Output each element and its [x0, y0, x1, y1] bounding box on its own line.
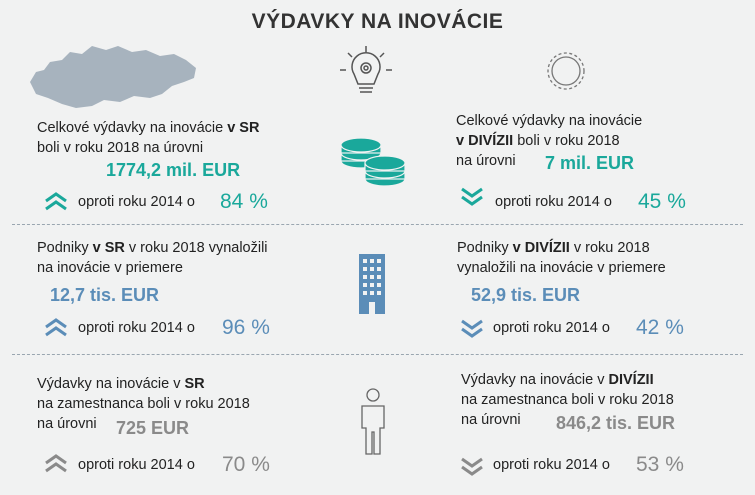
- row3-left-compare: oproti roku 2014 o: [78, 457, 195, 473]
- row2-left-percent: 96 %: [222, 316, 270, 339]
- gear-icon: [547, 52, 585, 90]
- row2-right-text: Podniky v DIVÍZII v roku 2018 vynaložili…: [457, 240, 666, 276]
- row2-right-compare: oproti roku 2014 o: [493, 320, 610, 336]
- chevron-down-icon: [461, 187, 483, 206]
- row3-left-percent: 70 %: [222, 453, 270, 476]
- row2-left-compare: oproti roku 2014 o: [78, 320, 195, 336]
- row3-right-percent: 53 %: [636, 453, 684, 476]
- chevron-down-icon: [461, 319, 483, 338]
- chevron-up-icon: [45, 454, 67, 473]
- lightbulb-gear-icon: [340, 46, 392, 93]
- row2-left-value: 12,7 tis. EUR: [50, 285, 160, 305]
- row3-left-text: Výdavky na inovácie v SR na zamestnanca …: [37, 376, 250, 432]
- row1-right-text: Celkové výdavky na inovácie v DIVÍZII bo…: [456, 113, 643, 169]
- row1-right-value: 7 mil. EUR: [545, 153, 635, 173]
- divider: [12, 354, 743, 355]
- row1-left-percent: 84 %: [220, 190, 268, 213]
- row2-right-value: 52,9 tis. EUR: [471, 285, 581, 305]
- row1-left-text: Celkové výdavky na inovácie v SR boli v …: [37, 120, 260, 156]
- slovakia-map-icon: [30, 46, 196, 108]
- row2-right-percent: 42 %: [636, 316, 684, 339]
- row1-right-percent: 45 %: [638, 190, 686, 213]
- row2-left-text: Podniky v SR v roku 2018 vynaložili na i…: [37, 240, 268, 276]
- row3-right-text: Výdavky na inovácie v DIVÍZII na zamestn…: [461, 372, 674, 428]
- row3-left-value: 725 EUR: [116, 418, 190, 438]
- divider: [12, 224, 743, 225]
- row1-left-compare: oproti roku 2014 o: [78, 194, 195, 210]
- coins-icon: [340, 137, 406, 187]
- row1-right-compare: oproti roku 2014 o: [495, 194, 612, 210]
- page-title: VÝDAVKY NA INOVÁCIE: [251, 10, 504, 33]
- row1-left-value: 1774,2 mil. EUR: [106, 160, 241, 180]
- person-icon: [361, 388, 385, 455]
- row3-right-value: 846,2 tis. EUR: [556, 413, 676, 433]
- chevron-up-icon: [45, 318, 67, 337]
- chevron-up-icon: [45, 192, 67, 211]
- row3-right-compare: oproti roku 2014 o: [493, 457, 610, 473]
- chevron-down-icon: [461, 457, 483, 476]
- building-icon: [359, 254, 385, 314]
